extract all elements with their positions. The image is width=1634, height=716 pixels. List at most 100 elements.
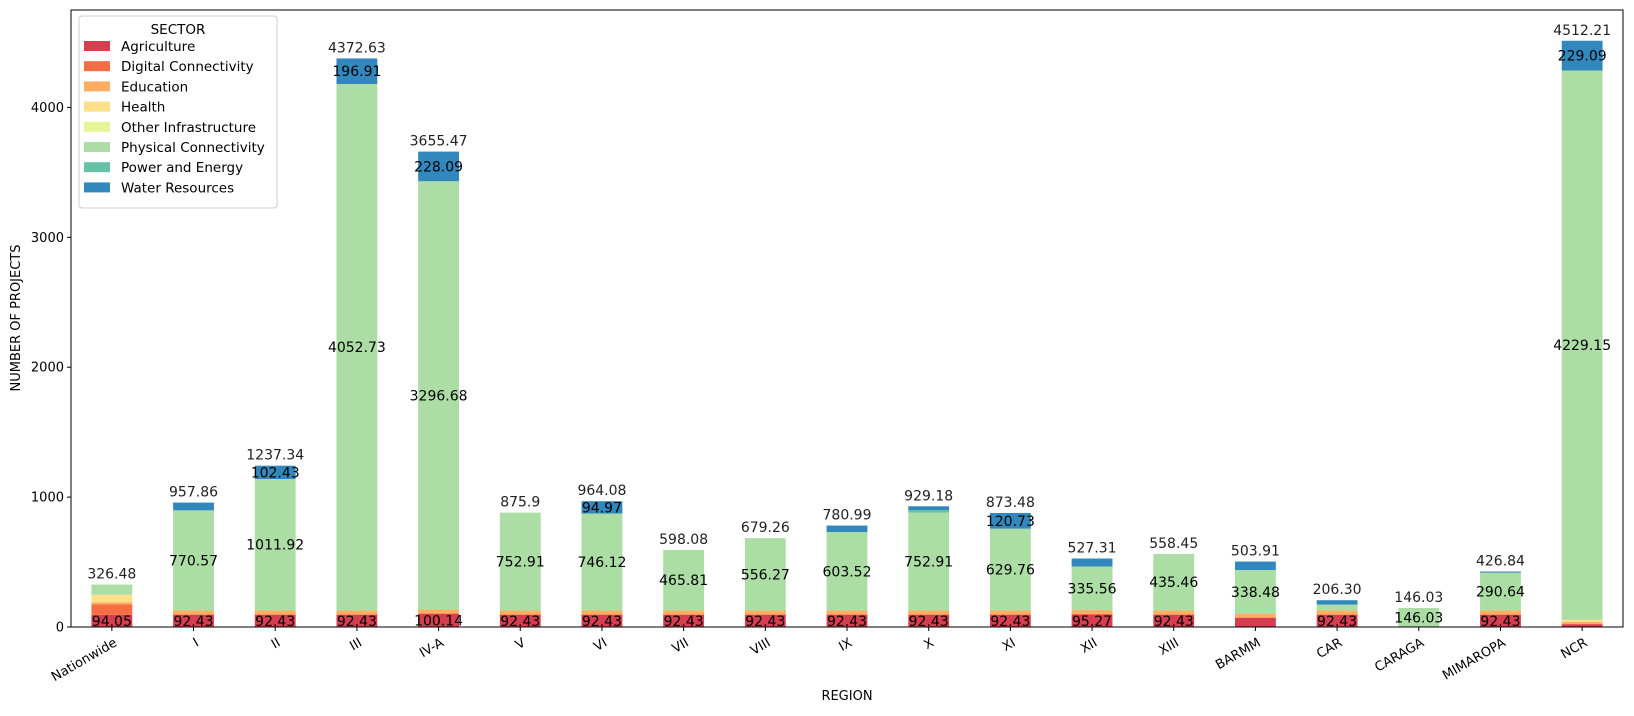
x-tick-label: XIII bbox=[1157, 635, 1182, 658]
x-tick-label: VII bbox=[670, 635, 692, 656]
total-value-label: 326.48 bbox=[87, 567, 136, 583]
bar-segment-education-iii bbox=[336, 610, 378, 615]
segment-value-label: 1011.92 bbox=[246, 538, 304, 554]
segment-value-label: 92.43 bbox=[582, 614, 622, 630]
x-tick-label: NCR bbox=[1559, 635, 1591, 662]
total-value-label: 1237.34 bbox=[246, 448, 304, 464]
bar-segment-physical-connectivity-caraga bbox=[1398, 608, 1440, 627]
bar-segment-digital-connectivity-ncr bbox=[1561, 623, 1603, 625]
x-tick-label: CAR bbox=[1314, 635, 1345, 661]
total-value-label: 558.45 bbox=[1149, 536, 1198, 552]
bar-segment-digital-connectivity-nationwide bbox=[91, 604, 133, 615]
legend: SECTOR Agriculture Digital Connectivity Ed… bbox=[78, 15, 278, 209]
bar-segment-agriculture-xiii bbox=[1153, 614, 1195, 627]
segment-value-label: 603.52 bbox=[823, 564, 872, 580]
x-tick-label: XI bbox=[1000, 635, 1019, 654]
segment-value-label: 92.43 bbox=[337, 614, 377, 630]
y-tick-label: 1000 bbox=[31, 491, 64, 506]
bar-segment-physical-connectivity-iii bbox=[336, 84, 378, 611]
segment-value-label: 290.64 bbox=[1476, 585, 1525, 601]
segment-value-label: 465.81 bbox=[659, 573, 708, 589]
bar-segment-agriculture-i bbox=[173, 614, 214, 627]
bar-segment-water-resources-xi bbox=[989, 512, 1031, 529]
segment-value-label: 92.43 bbox=[1480, 614, 1520, 630]
total-value-label: 964.08 bbox=[577, 483, 626, 499]
x-axis-label: REGION bbox=[821, 689, 872, 704]
bar-segment-digital-connectivity-barmm bbox=[1235, 617, 1276, 618]
bar-segment-water-resources-mimaropa bbox=[1480, 571, 1521, 573]
bar-segment-education-vi bbox=[581, 610, 623, 615]
bar-segment-digital-connectivity-xiii bbox=[1153, 614, 1195, 615]
x-tick-label: BARMM bbox=[1213, 635, 1263, 673]
segment-value-label: 196.91 bbox=[332, 64, 381, 80]
legend-swatch bbox=[84, 41, 110, 51]
y-tick-label: 2000 bbox=[31, 361, 64, 376]
bar-segment-education-car bbox=[1316, 610, 1358, 615]
segment-labels-layer: 94.05 92.43 770.57 92.43 1011.92 102.43 92.43 4… bbox=[92, 49, 1611, 630]
bar-segment-education-nationwide bbox=[91, 602, 133, 605]
segment-value-label: 338.48 bbox=[1231, 585, 1280, 601]
bar-segment-digital-connectivity-v bbox=[499, 614, 541, 615]
bar-segment-water-resources-ix bbox=[826, 525, 868, 533]
total-value-label: 780.99 bbox=[823, 508, 872, 524]
segment-value-label: 100.14 bbox=[414, 613, 463, 629]
segment-value-label: 92.43 bbox=[1317, 614, 1357, 630]
bar-segment-education-xii bbox=[1071, 610, 1113, 614]
segment-value-label: 629.76 bbox=[986, 563, 1035, 579]
legend-swatch bbox=[84, 182, 110, 193]
bar-segment-digital-connectivity-x bbox=[908, 614, 950, 615]
legend-entry-label: Physical Connectivity bbox=[121, 140, 265, 156]
bar-segment-physical-connectivity-ncr bbox=[1561, 70, 1603, 620]
bar-segment-education-v bbox=[499, 610, 541, 615]
total-value-label: 957.86 bbox=[169, 485, 218, 501]
bar-segment-education-xiii bbox=[1153, 610, 1195, 615]
bar-segment-physical-connectivity-nationwide bbox=[91, 584, 133, 595]
bar-segment-physical-connectivity-iv-a bbox=[418, 181, 459, 610]
legend-entry-label: Digital Connectivity bbox=[121, 59, 254, 75]
legend-swatch bbox=[84, 121, 110, 132]
bar-segment-digital-connectivity-vi bbox=[581, 614, 623, 615]
bar-segment-agriculture-viii bbox=[744, 614, 786, 627]
segment-value-label: 95.27 bbox=[1072, 614, 1112, 630]
bar-segment-water-resources-ii bbox=[254, 465, 296, 480]
segment-value-label: 92.43 bbox=[1154, 614, 1194, 630]
x-tick-label: X bbox=[921, 635, 936, 652]
bar-segment-agriculture-v bbox=[499, 614, 541, 627]
bar-segment-physical-connectivity-vii bbox=[663, 549, 705, 611]
legend-entry-label: Education bbox=[121, 79, 188, 95]
segment-value-label: 4052.73 bbox=[328, 340, 386, 356]
bar-segment-education-ii bbox=[254, 610, 296, 615]
bar-segment-agriculture-iii bbox=[336, 614, 378, 627]
segment-value-label: 435.46 bbox=[1149, 575, 1198, 591]
bar-segment-physical-connectivity-xii bbox=[1071, 566, 1113, 611]
bar-segment-education-iv-a bbox=[418, 609, 459, 614]
total-value-label: 598.08 bbox=[659, 532, 708, 548]
bar-segment-water-resources-vi bbox=[581, 501, 623, 514]
segment-value-label: 92.43 bbox=[255, 614, 295, 630]
legend-title: SECTOR bbox=[151, 22, 206, 38]
bar-segment-physical-connectivity-x bbox=[908, 512, 950, 611]
bar-segment-physical-connectivity-i bbox=[173, 510, 214, 611]
segment-value-label: 146.03 bbox=[1394, 611, 1443, 627]
bar-segment-digital-connectivity-car bbox=[1316, 614, 1358, 615]
segment-value-label: 3296.68 bbox=[410, 388, 468, 404]
bar-segment-education-barmm bbox=[1235, 614, 1276, 618]
x-tick-label: XII bbox=[1078, 635, 1100, 656]
segment-value-label: 92.43 bbox=[664, 614, 704, 630]
segment-value-label: 229.09 bbox=[1558, 49, 1607, 65]
x-tick-label: I bbox=[191, 635, 202, 650]
bar-segment-water-resources-iii bbox=[336, 58, 378, 85]
segment-value-label: 92.43 bbox=[500, 614, 540, 630]
segment-value-label: 92.43 bbox=[745, 614, 785, 630]
segment-value-label: 752.91 bbox=[496, 555, 545, 571]
bar-segment-health-nationwide bbox=[91, 594, 133, 603]
legend-entry-label: Other Infrastructure bbox=[121, 120, 256, 136]
x-tick-label: VI bbox=[591, 635, 610, 654]
x-axis: Nationwide I II III IV-A V VI VII VIII IX X XI XII XI… bbox=[49, 627, 1590, 685]
bar-segment-agriculture-ix bbox=[826, 614, 868, 627]
bar-segment-digital-connectivity-ii bbox=[254, 614, 296, 615]
total-value-label: 503.91 bbox=[1231, 544, 1280, 560]
legend-frame bbox=[78, 15, 278, 209]
bar-segment-agriculture-iv-a bbox=[418, 613, 459, 627]
legend-swatch bbox=[84, 162, 110, 173]
